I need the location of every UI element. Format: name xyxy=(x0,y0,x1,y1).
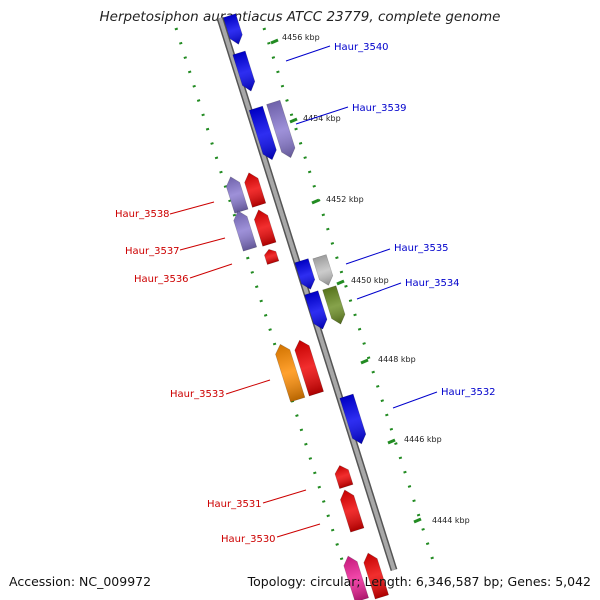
gene-label-haur-3534: Haur_3534 xyxy=(405,278,460,289)
genome-backbone-highlight xyxy=(218,17,396,571)
scale-ticks: 4456 kbp 4454 kbp 4452 kbp 4450 kbp 4448… xyxy=(270,33,470,525)
tick-mark xyxy=(311,198,320,205)
gene-feature xyxy=(304,290,328,330)
leader-line xyxy=(392,391,438,409)
gene-label-haur-3540: Haur_3540 xyxy=(334,42,389,53)
gene-features xyxy=(222,13,389,600)
gene-label-haur-3537: Haur_3537 xyxy=(125,246,180,257)
gene-feature xyxy=(343,555,369,600)
gene-feature xyxy=(294,258,316,290)
gene-feature xyxy=(363,552,389,600)
gene-feature xyxy=(339,393,367,445)
gene-feature xyxy=(225,176,249,214)
gene-label-haur-3538: Haur_3538 xyxy=(115,209,170,220)
gene-label-haur-3533: Haur_3533 xyxy=(170,389,225,400)
gene-label-haur-3536: Haur_3536 xyxy=(134,274,189,285)
tick-label: 4444 kbp xyxy=(432,516,470,525)
leader-line xyxy=(189,263,233,279)
tick-label: 4450 kbp xyxy=(351,276,389,285)
tick-label: 4448 kbp xyxy=(378,355,416,364)
gene-feature xyxy=(322,285,346,325)
tick-mark xyxy=(289,117,298,124)
leader-line xyxy=(295,106,349,125)
leader-line xyxy=(345,248,391,265)
tick-label: 4446 kbp xyxy=(404,435,442,444)
gene-feature xyxy=(248,105,277,161)
leader-line xyxy=(169,201,215,215)
right-guide-line xyxy=(262,27,438,571)
tick-mark xyxy=(270,38,279,45)
gene-labels: Haur_3540 Haur_3539 Haur_3538 Haur_3537 … xyxy=(115,42,496,545)
tick-label: 4452 kbp xyxy=(326,195,364,204)
gene-label-haur-3535: Haur_3535 xyxy=(394,243,449,254)
leader-line xyxy=(285,45,331,62)
map-title: Herpetosiphon aurantiacus ATCC 23779, co… xyxy=(99,9,501,25)
gene-feature xyxy=(264,248,280,265)
tick-mark xyxy=(360,358,369,365)
gene-feature xyxy=(340,489,365,533)
leader-line xyxy=(356,282,402,300)
gene-feature xyxy=(334,465,354,489)
leader-line xyxy=(262,489,307,504)
gene-label-haur-3530: Haur_3530 xyxy=(221,534,276,545)
leader-line xyxy=(179,237,226,251)
gene-feature xyxy=(312,254,334,286)
gene-feature xyxy=(253,209,277,247)
gene-feature xyxy=(275,343,306,403)
genome-summary-text: Topology: circular; Length: 6,346,587 bp… xyxy=(247,574,591,589)
tick-label: 4456 kbp xyxy=(282,33,320,42)
tick-mark xyxy=(336,279,345,286)
gene-label-haur-3532: Haur_3532 xyxy=(441,387,496,398)
gene-feature xyxy=(266,99,296,159)
gene-feature xyxy=(244,172,267,208)
gene-feature xyxy=(233,210,258,252)
tick-label: 4454 kbp xyxy=(303,114,341,123)
gene-feature xyxy=(222,13,243,45)
gene-label-haur-3531: Haur_3531 xyxy=(207,499,262,510)
gene-feature xyxy=(294,339,324,397)
leader-line xyxy=(276,523,321,538)
tick-mark xyxy=(387,438,396,445)
gene-label-haur-3539: Haur_3539 xyxy=(352,103,407,114)
accession-text: Accession: NC_009972 xyxy=(9,574,152,589)
leader-line xyxy=(225,379,271,395)
gene-feature xyxy=(232,50,256,92)
tick-mark xyxy=(413,517,422,524)
